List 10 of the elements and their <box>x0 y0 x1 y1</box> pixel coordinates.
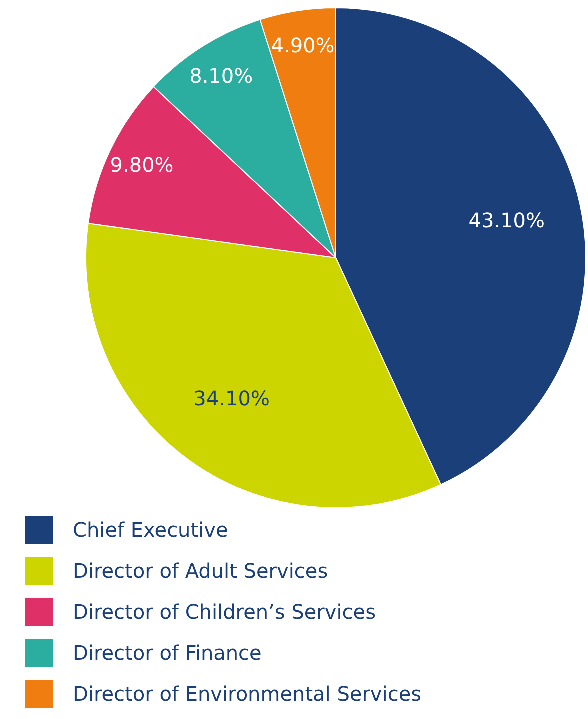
data-label: 9.80% <box>110 153 174 178</box>
data-label: 34.10% <box>194 386 270 411</box>
legend-label: Chief Executive <box>73 518 228 542</box>
legend-label: Director of Environmental Services <box>73 682 422 706</box>
legend-label: Director of Adult Services <box>73 559 328 583</box>
data-label: 8.10% <box>190 64 254 88</box>
data-label: 4.90% <box>271 34 335 58</box>
legend-label: Director of Children’s Services <box>73 600 376 624</box>
data-label: 43.10% <box>468 208 546 232</box>
legend-label: Director of Finance <box>73 641 262 665</box>
